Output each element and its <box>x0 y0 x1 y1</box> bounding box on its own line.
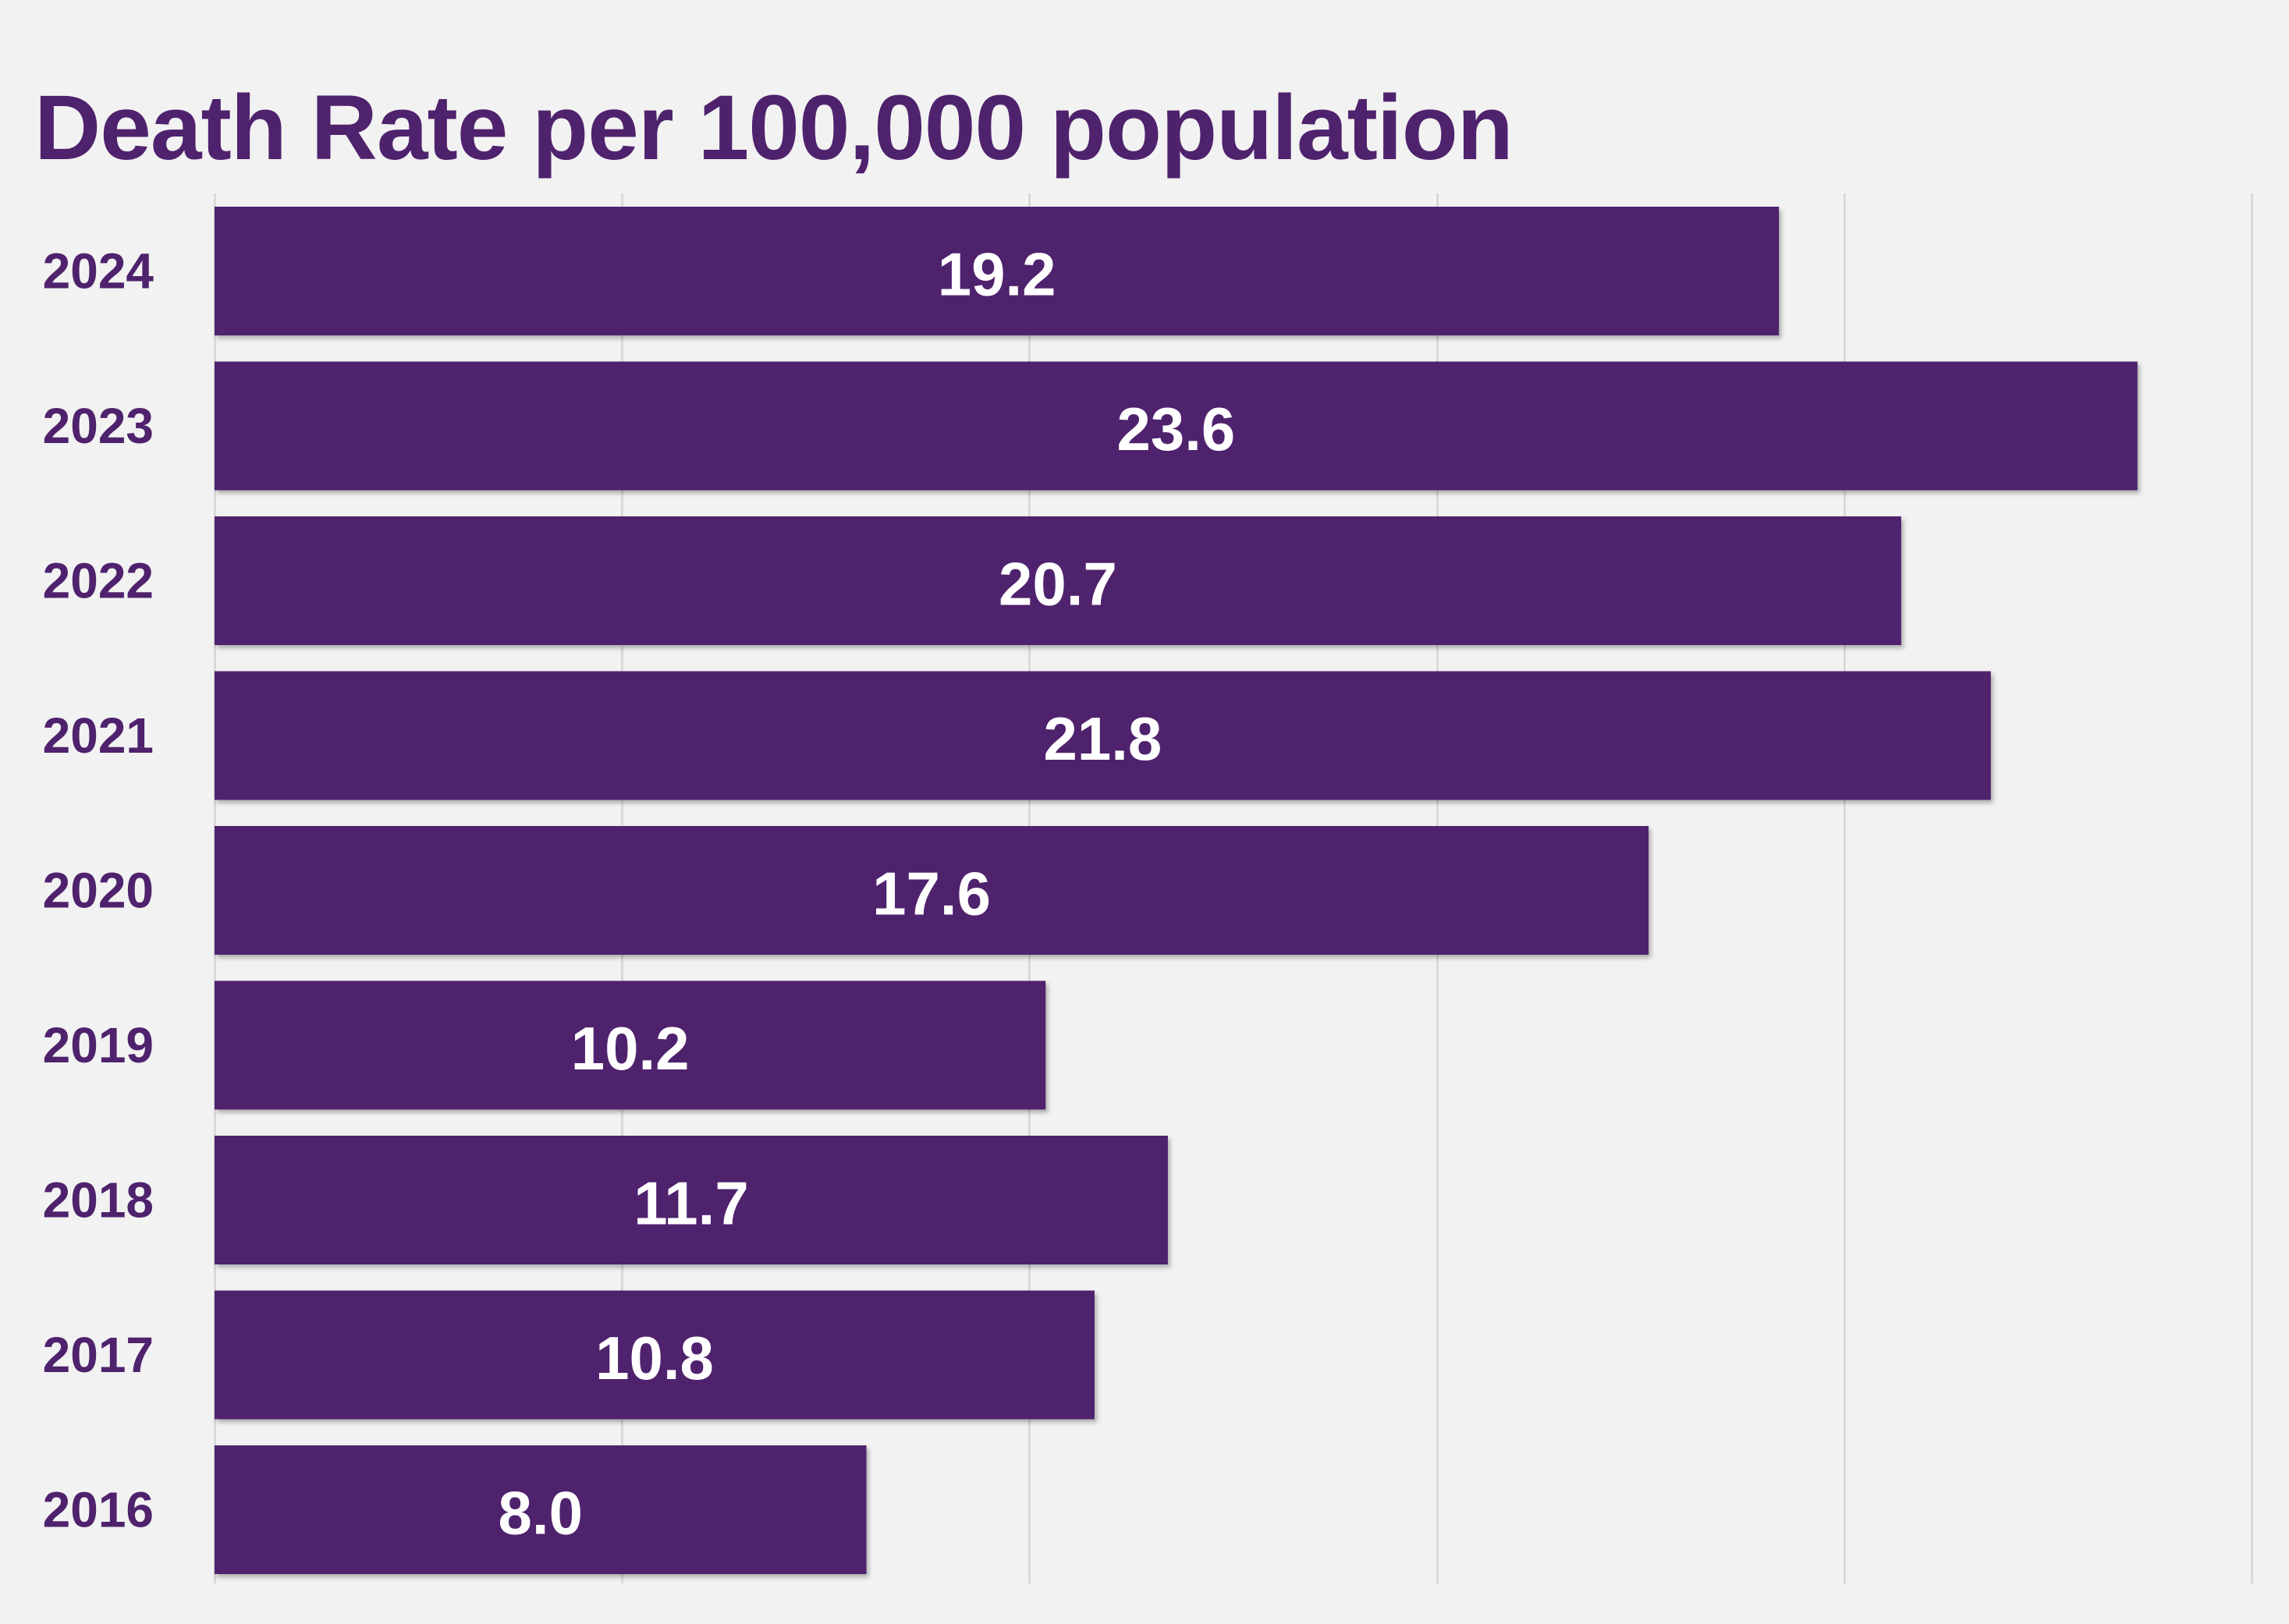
bar <box>215 1136 1168 1264</box>
bar <box>215 361 2138 491</box>
data-label: 20.7 <box>999 550 1117 619</box>
category-label: 2022 <box>43 553 154 609</box>
bar <box>215 671 1991 800</box>
category-label: 2023 <box>43 398 154 454</box>
category-label: 2016 <box>43 1482 154 1538</box>
bar <box>215 516 1901 645</box>
chart-title: Death Rate per 100,000 population <box>34 76 1514 179</box>
data-label: 17.6 <box>872 860 991 928</box>
category-label: 2024 <box>43 243 154 300</box>
data-label: 8.0 <box>499 1479 583 1548</box>
bar <box>215 980 1046 1110</box>
data-label: 10.2 <box>571 1014 690 1083</box>
data-label: 10.8 <box>595 1324 714 1392</box>
bar <box>215 1290 1095 1420</box>
bar <box>215 207 1780 335</box>
category-label: 2019 <box>43 1017 154 1073</box>
bar <box>215 826 1649 955</box>
category-label: 2020 <box>43 863 154 919</box>
data-label: 11.7 <box>633 1169 749 1238</box>
category-label: 2021 <box>43 707 154 764</box>
data-label: 19.2 <box>938 240 1056 309</box>
data-label: 21.8 <box>1043 704 1162 773</box>
data-label: 23.6 <box>1116 395 1235 463</box>
bar <box>215 1445 867 1574</box>
category-label: 2018 <box>43 1172 154 1229</box>
category-label: 2017 <box>43 1327 154 1383</box>
